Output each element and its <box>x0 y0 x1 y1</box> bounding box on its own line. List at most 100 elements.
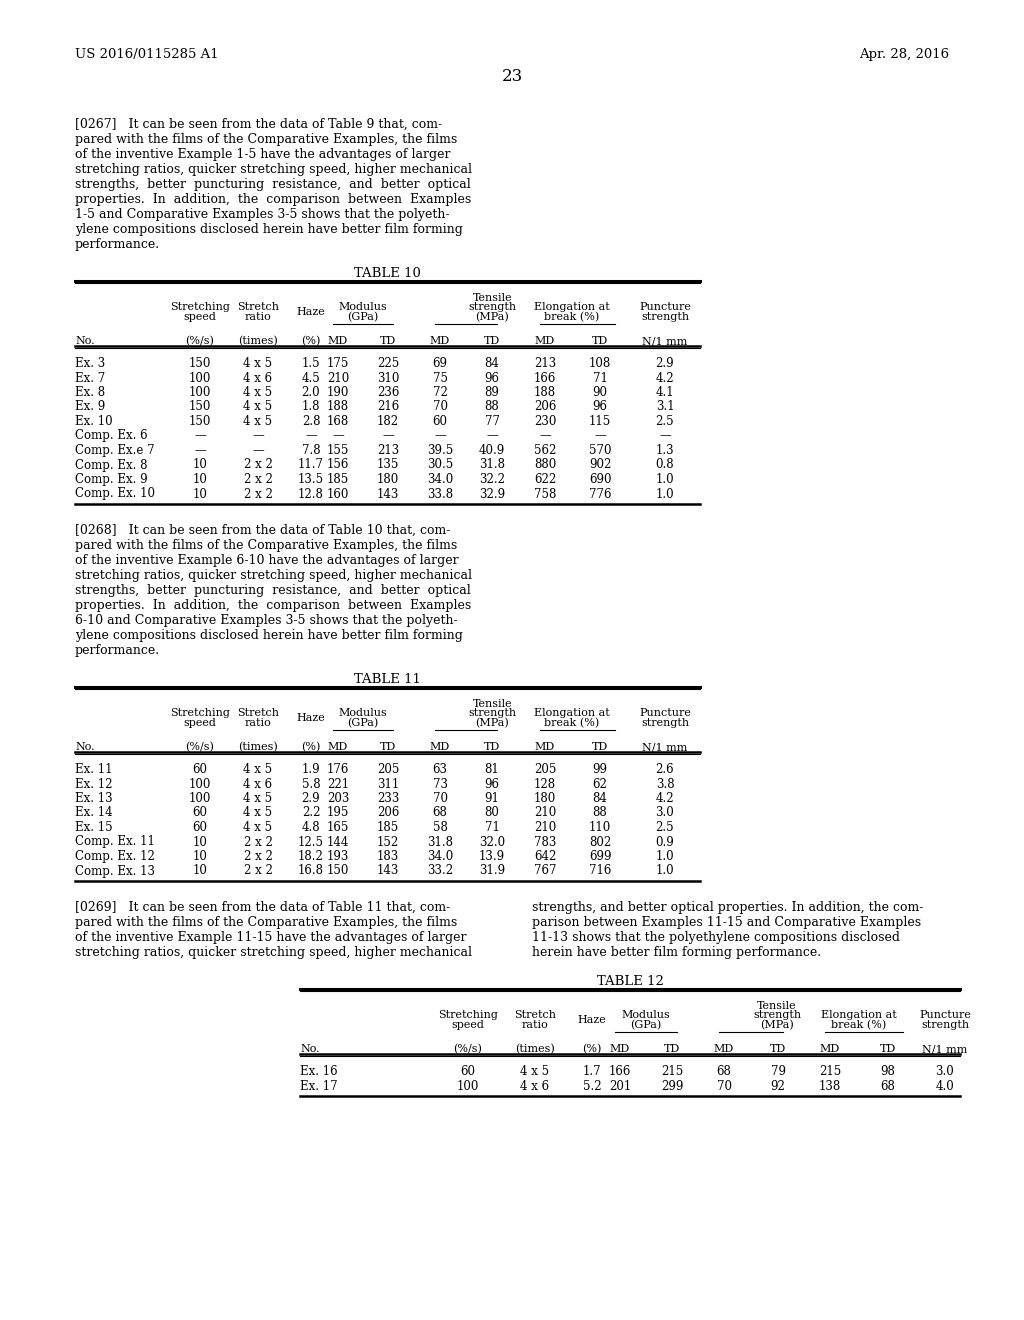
Text: Comp. Ex. 6: Comp. Ex. 6 <box>75 429 147 442</box>
Text: 71: 71 <box>593 371 607 384</box>
Text: TD: TD <box>484 337 500 346</box>
Text: performance.: performance. <box>75 238 160 251</box>
Text: —: — <box>659 429 671 442</box>
Text: stretching ratios, quicker stretching speed, higher mechanical: stretching ratios, quicker stretching sp… <box>75 569 472 582</box>
Text: 4 x 5: 4 x 5 <box>244 821 272 834</box>
Text: 880: 880 <box>534 458 556 471</box>
Text: (MPa): (MPa) <box>475 312 509 322</box>
Text: strength: strength <box>921 1020 969 1030</box>
Text: 150: 150 <box>188 400 211 413</box>
Text: 175: 175 <box>327 356 349 370</box>
Text: 776: 776 <box>589 487 611 500</box>
Text: Comp. Ex. 9: Comp. Ex. 9 <box>75 473 147 486</box>
Text: pared with the films of the Comparative Examples, the films: pared with the films of the Comparative … <box>75 133 458 147</box>
Text: 4 x 5: 4 x 5 <box>520 1065 550 1078</box>
Text: 84: 84 <box>484 356 500 370</box>
Text: Ex. 14: Ex. 14 <box>75 807 113 820</box>
Text: —: — <box>539 429 551 442</box>
Text: 4 x 5: 4 x 5 <box>244 400 272 413</box>
Text: 68: 68 <box>717 1065 731 1078</box>
Text: Ex. 10: Ex. 10 <box>75 414 113 428</box>
Text: 210: 210 <box>534 821 556 834</box>
Text: 31.8: 31.8 <box>479 458 505 471</box>
Text: 1.0: 1.0 <box>655 850 675 863</box>
Text: (times): (times) <box>515 1044 555 1055</box>
Text: 5.8: 5.8 <box>302 777 321 791</box>
Text: Modulus: Modulus <box>339 302 387 312</box>
Text: break (%): break (%) <box>545 312 600 322</box>
Text: pared with the films of the Comparative Examples, the films: pared with the films of the Comparative … <box>75 916 458 929</box>
Text: 91: 91 <box>484 792 500 805</box>
Text: 4.1: 4.1 <box>655 385 675 399</box>
Text: 230: 230 <box>534 414 556 428</box>
Text: 310: 310 <box>377 371 399 384</box>
Text: 10: 10 <box>193 458 208 471</box>
Text: 10: 10 <box>193 473 208 486</box>
Text: 100: 100 <box>188 371 211 384</box>
Text: 205: 205 <box>534 763 556 776</box>
Text: Stretching: Stretching <box>438 1010 498 1020</box>
Text: 203: 203 <box>327 792 349 805</box>
Text: N/1 mm: N/1 mm <box>642 337 688 346</box>
Text: 70: 70 <box>717 1080 731 1093</box>
Text: 1.3: 1.3 <box>655 444 675 457</box>
Text: 642: 642 <box>534 850 556 863</box>
Text: No.: No. <box>75 742 94 752</box>
Text: 4 x 5: 4 x 5 <box>244 792 272 805</box>
Text: TABLE 12: TABLE 12 <box>597 975 664 987</box>
Text: 562: 562 <box>534 444 556 457</box>
Text: TD: TD <box>664 1044 680 1053</box>
Text: 4 x 5: 4 x 5 <box>244 414 272 428</box>
Text: 100: 100 <box>188 385 211 399</box>
Text: 71: 71 <box>484 821 500 834</box>
Text: 92: 92 <box>771 1080 785 1093</box>
Text: 4 x 6: 4 x 6 <box>244 777 272 791</box>
Text: N/1 mm: N/1 mm <box>923 1044 968 1053</box>
Text: [0268]   It can be seen from the data of Table 10 that, com-: [0268] It can be seen from the data of T… <box>75 524 451 537</box>
Text: 188: 188 <box>327 400 349 413</box>
Text: 1-5 and Comparative Examples 3-5 shows that the polyeth-: 1-5 and Comparative Examples 3-5 shows t… <box>75 209 450 220</box>
Text: 165: 165 <box>327 821 349 834</box>
Text: MD: MD <box>430 337 451 346</box>
Text: (times): (times) <box>239 742 278 752</box>
Text: 10: 10 <box>193 850 208 863</box>
Text: 96: 96 <box>484 371 500 384</box>
Text: 135: 135 <box>377 458 399 471</box>
Text: MD: MD <box>328 337 348 346</box>
Text: Stretch: Stretch <box>514 1010 556 1020</box>
Text: Modulus: Modulus <box>339 708 387 718</box>
Text: 143: 143 <box>377 865 399 878</box>
Text: 2 x 2: 2 x 2 <box>244 850 272 863</box>
Text: 188: 188 <box>534 385 556 399</box>
Text: (GPa): (GPa) <box>631 1020 662 1031</box>
Text: 88: 88 <box>593 807 607 820</box>
Text: Tensile: Tensile <box>473 700 512 709</box>
Text: 2.6: 2.6 <box>655 763 675 776</box>
Text: Puncture: Puncture <box>639 708 691 718</box>
Text: Ex. 3: Ex. 3 <box>75 356 105 370</box>
Text: 311: 311 <box>377 777 399 791</box>
Text: Comp. Ex. 12: Comp. Ex. 12 <box>75 850 155 863</box>
Text: —: — <box>594 429 606 442</box>
Text: 185: 185 <box>327 473 349 486</box>
Text: 84: 84 <box>593 792 607 805</box>
Text: 115: 115 <box>589 414 611 428</box>
Text: Ex. 11: Ex. 11 <box>75 763 113 776</box>
Text: ylene compositions disclosed herein have better film forming: ylene compositions disclosed herein have… <box>75 630 463 642</box>
Text: 10: 10 <box>193 836 208 849</box>
Text: strength: strength <box>468 302 516 312</box>
Text: 699: 699 <box>589 850 611 863</box>
Text: 233: 233 <box>377 792 399 805</box>
Text: strength: strength <box>641 718 689 729</box>
Text: Stretching: Stretching <box>170 708 230 718</box>
Text: 210: 210 <box>327 371 349 384</box>
Text: 690: 690 <box>589 473 611 486</box>
Text: herein have better film forming performance.: herein have better film forming performa… <box>532 946 821 960</box>
Text: 3.8: 3.8 <box>655 777 675 791</box>
Text: 4 x 5: 4 x 5 <box>244 356 272 370</box>
Text: 2 x 2: 2 x 2 <box>244 836 272 849</box>
Text: 767: 767 <box>534 865 556 878</box>
Text: break (%): break (%) <box>545 718 600 729</box>
Text: 182: 182 <box>377 414 399 428</box>
Text: properties.  In  addition,  the  comparison  between  Examples: properties. In addition, the comparison … <box>75 599 471 612</box>
